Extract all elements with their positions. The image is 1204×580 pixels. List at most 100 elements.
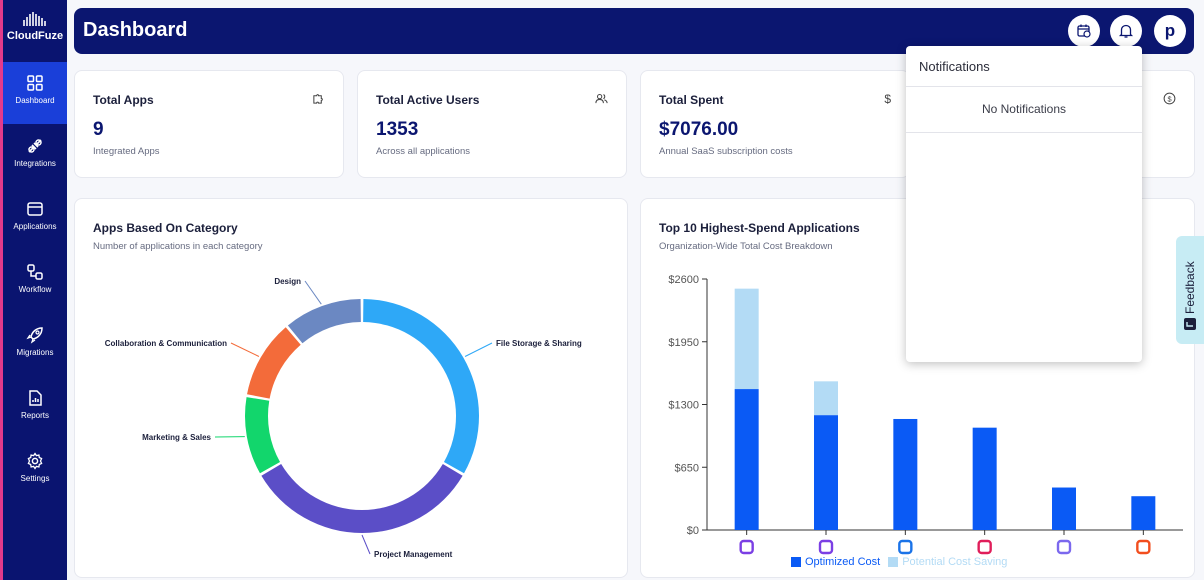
- divider: [906, 132, 1142, 133]
- stat-label: Total Apps: [93, 93, 154, 107]
- feedback-tab[interactable]: Feedback: [1176, 236, 1204, 344]
- donut-slice[interactable]: [247, 327, 301, 399]
- rocket-icon: [26, 327, 43, 344]
- feedback-label: Feedback: [1183, 261, 1197, 314]
- stat-label: Total Active Users: [376, 93, 480, 107]
- brand-name: CloudFuze: [6, 30, 64, 42]
- stat-sub: Annual SaaS subscription costs: [659, 146, 793, 157]
- calendar-button[interactable]: [1068, 15, 1100, 47]
- donut-slice[interactable]: [363, 299, 479, 474]
- app-logo-icon: [898, 539, 913, 555]
- sidebar-item-reports[interactable]: Reports: [3, 377, 67, 439]
- donut-slice-label: Design: [274, 277, 301, 286]
- sidebar-item-label: Reports: [20, 411, 49, 420]
- user-avatar[interactable]: p: [1154, 15, 1186, 47]
- y-tick-label: $2600: [668, 274, 699, 286]
- workflow-icon: [27, 264, 43, 280]
- donut-slice-label: File Storage & Sharing: [496, 339, 582, 348]
- categories-panel: Apps Based On Category Number of applica…: [74, 198, 628, 578]
- sidebar-item-workflow[interactable]: Workflow: [3, 251, 67, 313]
- dollar-icon: $: [884, 92, 891, 106]
- divider: [906, 86, 1142, 87]
- donut-slice-label: Collaboration & Communication: [105, 339, 227, 348]
- plug-icon: [28, 139, 42, 153]
- panel-subtitle: Organization-Wide Total Cost Breakdown: [659, 241, 833, 252]
- stat-card-total-spent: Total Spent $ $7076.00 Annual SaaS subsc…: [640, 70, 910, 178]
- sidebar-item-label: Migrations: [16, 348, 54, 357]
- y-tick-label: $650: [675, 462, 699, 474]
- sidebar-item-label: Applications: [13, 222, 57, 231]
- gear-icon: [27, 452, 43, 470]
- notifications-button[interactable]: [1110, 15, 1142, 47]
- y-tick-label: $0: [687, 525, 699, 537]
- avatar-letter: p: [1164, 21, 1176, 40]
- puzzle-icon: [313, 94, 323, 104]
- sidebar-item-dashboard[interactable]: Dashboard: [3, 62, 67, 124]
- window-icon: [27, 202, 43, 216]
- bar-segment[interactable]: [814, 415, 838, 530]
- stat-sub: Across all applications: [376, 146, 470, 157]
- legend-item-optimized[interactable]: Optimized Cost: [791, 556, 880, 568]
- bar-segment[interactable]: [1052, 487, 1076, 530]
- legend-item-saving[interactable]: Potential Cost Saving: [888, 556, 1007, 568]
- legend-swatch: [888, 557, 899, 567]
- sidebar-item-label: Integrations: [14, 159, 56, 168]
- y-tick-label: $1950: [668, 337, 699, 349]
- sidebar-item-settings[interactable]: Settings: [3, 440, 67, 502]
- bar-segment[interactable]: [1131, 496, 1156, 530]
- stat-sub: Integrated Apps: [93, 146, 160, 157]
- sidebar-item-label: Workflow: [18, 285, 52, 294]
- chart-legend: Optimized Cost Potential Cost Saving: [791, 556, 1007, 568]
- app-logo-icon: [977, 539, 992, 555]
- app-logo-icon: [739, 539, 754, 555]
- dollar-circle-icon: $: [1163, 92, 1176, 105]
- sidebar-item-integrations[interactable]: Integrations: [3, 125, 67, 187]
- stat-value: $7076.00: [659, 119, 739, 140]
- bell-icon: [1118, 24, 1134, 38]
- sidebar-item-label: Dashboard: [15, 96, 55, 105]
- cloud-logo-icon: [23, 12, 46, 26]
- notifications-dropdown: Notifications No Notifications: [906, 46, 1142, 362]
- stat-card-total-apps: Total Apps 9 Integrated Apps: [74, 70, 344, 178]
- panel-subtitle: Number of applications in each category: [93, 241, 263, 252]
- notifications-title: Notifications: [919, 59, 990, 74]
- donut-slice[interactable]: [287, 299, 361, 344]
- sidebar-item-label: Settings: [20, 474, 50, 483]
- brand-logo[interactable]: CloudFuze: [3, 10, 67, 42]
- grid-icon: [27, 75, 43, 91]
- bar-segment[interactable]: [814, 381, 838, 416]
- svg-text:$: $: [1167, 94, 1171, 103]
- donut-slice-label: Project Management: [374, 550, 453, 559]
- app-logo-icon: [1136, 539, 1151, 555]
- donut-leader-line: [230, 342, 260, 357]
- sidebar-item-applications[interactable]: Applications: [3, 188, 67, 250]
- donut-slice[interactable]: [261, 463, 463, 533]
- panel-title: Apps Based On Category: [93, 221, 238, 235]
- page-title: Dashboard: [83, 19, 188, 41]
- category-donut-chart: File Storage & Sharing Project Management…: [105, 277, 582, 559]
- y-tick-label: $1300: [668, 400, 699, 412]
- stat-value: 9: [93, 119, 104, 140]
- donut-slice-label: Marketing & Sales: [142, 433, 211, 442]
- sidebar-item-migrations[interactable]: Migrations: [3, 314, 67, 376]
- panel-title: Top 10 Highest-Spend Applications: [659, 221, 860, 235]
- bar-segment[interactable]: [734, 288, 759, 390]
- app-logo-icon: [818, 539, 834, 555]
- feedback-icon: [1184, 318, 1196, 330]
- notifications-empty-text: No Notifications: [981, 102, 1067, 116]
- bar-segment[interactable]: [734, 389, 759, 530]
- report-icon: [29, 390, 42, 406]
- app-logo-icon: [1056, 539, 1072, 555]
- spend-bar-chart: $0 $650 $1300 $1950 $2600: [668, 274, 1183, 555]
- donut-slice[interactable]: [245, 397, 281, 474]
- stat-card-active-users: Total Active Users 1353 Across all appli…: [357, 70, 627, 178]
- legend-swatch: [791, 557, 801, 567]
- bar-segment[interactable]: [972, 427, 997, 530]
- bar-segment[interactable]: [893, 418, 918, 530]
- donut-leader-line: [464, 342, 493, 357]
- calendar-clock-icon: [1077, 24, 1091, 38]
- users-icon: [595, 93, 608, 104]
- donut-leader-line: [361, 534, 371, 555]
- sidebar: CloudFuze Dashboard Integrations Applica…: [0, 0, 67, 580]
- legend-label: Potential Cost Saving: [902, 556, 1008, 568]
